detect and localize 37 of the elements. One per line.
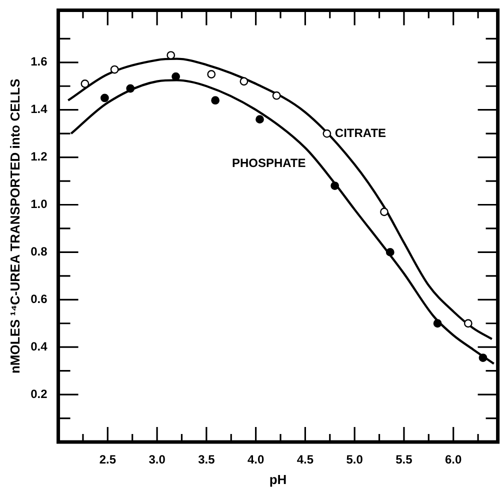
y-tick-label: 1.6 [30, 54, 48, 69]
point [100, 94, 109, 102]
point [380, 208, 388, 216]
x-axis-title: pH [269, 472, 287, 487]
point [166, 51, 176, 60]
point [433, 319, 442, 328]
x-tick-label: 3.5 [198, 452, 216, 467]
point [256, 115, 264, 124]
point [386, 248, 394, 256]
x-tick-label: 4.0 [247, 452, 264, 467]
point [478, 354, 488, 362]
x-tick-label: 5.5 [396, 452, 413, 467]
x-tick-label: 4.5 [296, 452, 314, 467]
point [126, 84, 135, 93]
y-tick-label: 0.2 [30, 386, 48, 401]
series-label: CITRATE [334, 126, 386, 140]
text: PHOSPHATE [232, 156, 306, 170]
y-tick-label: 0.8 [30, 244, 48, 259]
x-tick-label: 5.0 [346, 452, 364, 467]
point [80, 80, 90, 88]
point [240, 77, 248, 86]
x-tick-label: 3.0 [148, 452, 166, 467]
y-tick-label: 1.4 [30, 102, 48, 116]
point [207, 70, 216, 78]
point [464, 319, 472, 328]
point [272, 91, 281, 100]
y-tick-label: 1.2 [30, 150, 48, 164]
point [330, 182, 340, 190]
x-tick-label: 2.5 [99, 452, 116, 467]
point [322, 129, 332, 138]
point [110, 65, 119, 74]
point [211, 96, 220, 105]
y-tick-label: 0.4 [30, 339, 48, 354]
y-tick-label: 1.0 [30, 197, 48, 212]
y-tick-label: 0.6 [30, 292, 48, 306]
x-tick-label: 6.0 [445, 452, 462, 467]
y-axis-title: nMOLES ¹⁴C-UREA TRANSPORTED into CELLS [7, 78, 22, 374]
